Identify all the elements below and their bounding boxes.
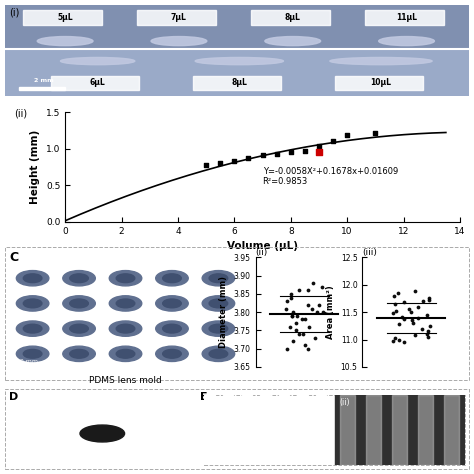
Ellipse shape — [265, 36, 320, 46]
Bar — [51, 76, 139, 90]
Bar — [335, 76, 423, 90]
Text: 8μL: 8μL — [285, 13, 301, 22]
Bar — [365, 10, 444, 25]
Bar — [251, 10, 330, 25]
Ellipse shape — [61, 57, 135, 65]
Ellipse shape — [330, 57, 432, 65]
Text: 11μL: 11μL — [396, 13, 417, 22]
Bar — [5, 5, 469, 48]
Ellipse shape — [379, 36, 434, 46]
Text: E: E — [200, 392, 208, 401]
Ellipse shape — [195, 57, 283, 65]
Ellipse shape — [37, 36, 93, 46]
Bar — [23, 10, 102, 25]
Bar — [137, 10, 216, 25]
Text: 7μL: 7μL — [171, 13, 187, 22]
Bar — [18, 87, 65, 90]
Text: 5μL: 5μL — [57, 13, 73, 22]
Text: (ii): (ii) — [14, 109, 27, 118]
Text: 10μL: 10μL — [371, 78, 392, 87]
Text: 6μL: 6μL — [90, 78, 106, 87]
Text: C: C — [9, 251, 18, 264]
Text: 2 mm: 2 mm — [34, 78, 54, 83]
Text: 8μL: 8μL — [231, 78, 247, 87]
Ellipse shape — [151, 36, 207, 46]
Bar — [193, 76, 281, 90]
Text: D: D — [9, 392, 18, 401]
Text: (i): (i) — [9, 8, 20, 18]
